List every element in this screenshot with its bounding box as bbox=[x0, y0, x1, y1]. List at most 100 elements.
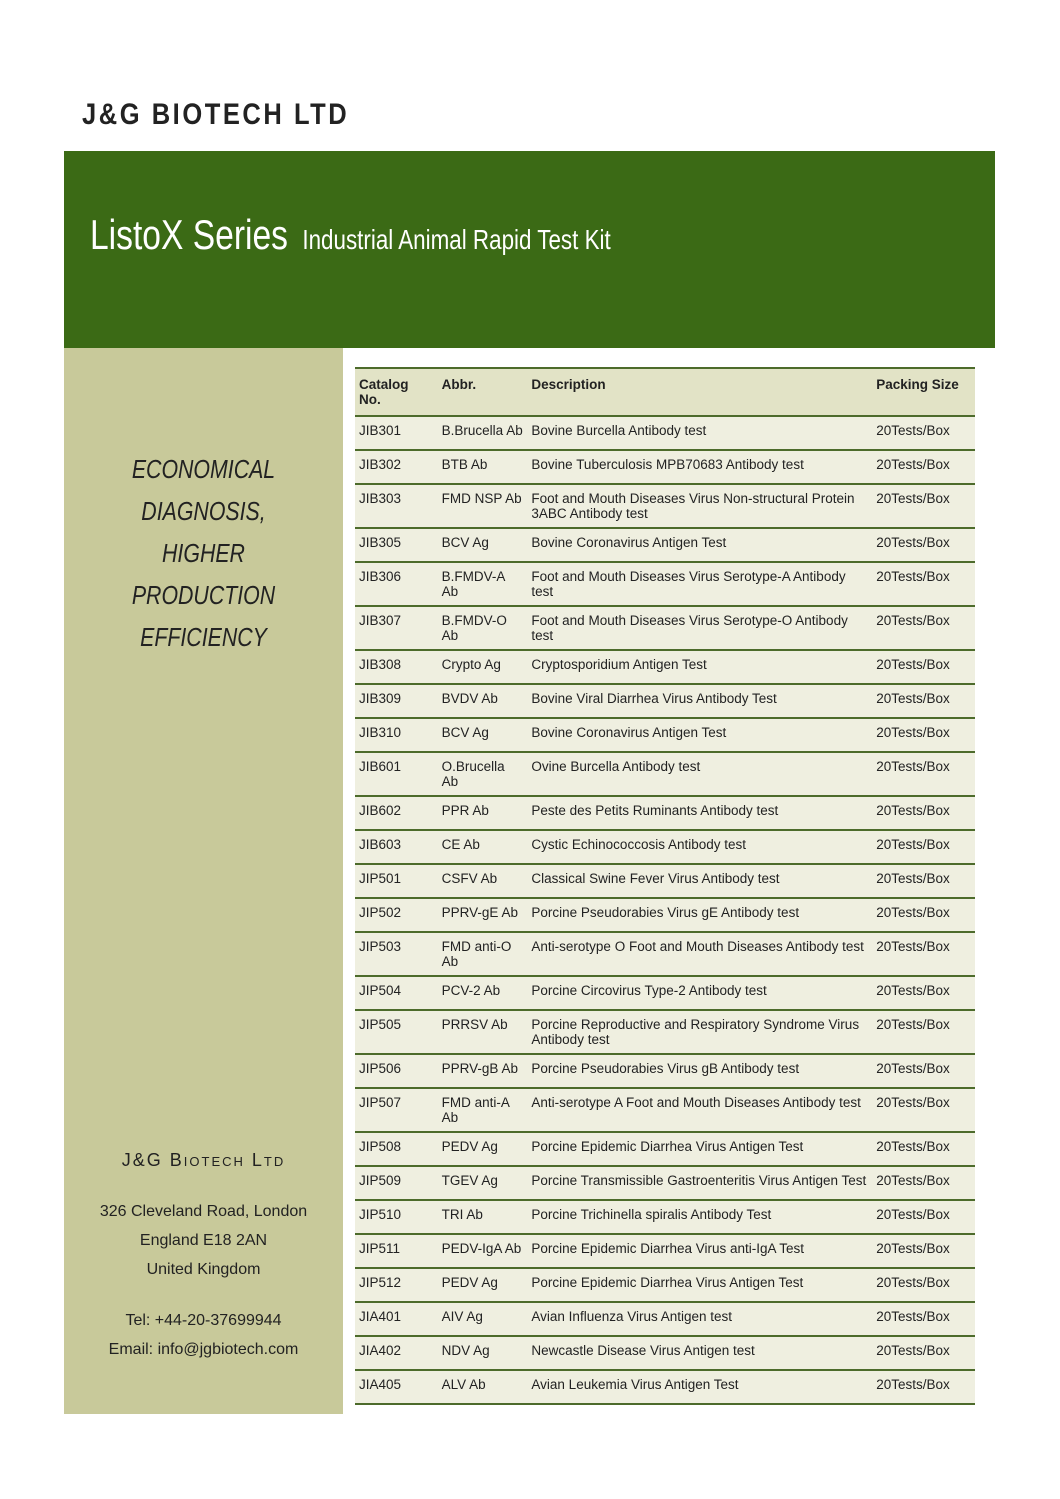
table-cell: Porcine Epidemic Diarrhea Virus Antigen … bbox=[527, 1267, 873, 1303]
table-cell: Bovine Viral Diarrhea Virus Antibody Tes… bbox=[527, 683, 873, 719]
table-cell: Cystic Echinococcosis Antibody test bbox=[527, 829, 873, 865]
table-cell: PRRSV Ab bbox=[437, 1009, 528, 1055]
table-cell: JIB601 bbox=[355, 751, 438, 797]
table-row: JIB601 O.Brucella Ab Ovine Burcella Antibo… bbox=[355, 751, 975, 797]
table-cell: JIB307 bbox=[355, 605, 438, 651]
table-row: JIB306 B.FMDV-A Ab Foot and Mouth Diseases… bbox=[355, 561, 975, 607]
table-cell: JIB603 bbox=[355, 829, 438, 865]
table-cell: 20Tests/Box bbox=[872, 1301, 975, 1337]
table-cell: 20Tests/Box bbox=[872, 1335, 975, 1371]
column-header: Packing Size bbox=[872, 367, 975, 417]
table-cell: CSFV Ab bbox=[437, 863, 528, 899]
table-cell: 20Tests/Box bbox=[872, 649, 975, 685]
table-cell: Peste des Petits Ruminants Antibody test bbox=[527, 795, 873, 831]
table-cell: 20Tests/Box bbox=[872, 449, 975, 485]
table-cell: JIP506 bbox=[355, 1053, 438, 1089]
table-cell: Anti-serotype O Foot and Mouth Diseases … bbox=[527, 931, 873, 977]
table-cell: Porcine Pseudorabies Virus gB Antibody t… bbox=[527, 1053, 873, 1089]
table-cell: CE Ab bbox=[437, 829, 528, 865]
table-cell: 20Tests/Box bbox=[872, 1233, 975, 1269]
table-cell: NDV Ag bbox=[437, 1335, 528, 1371]
table-cell: Bovine Coronavirus Antigen Test bbox=[527, 717, 873, 753]
table-cell: 20Tests/Box bbox=[872, 415, 975, 451]
table-cell: Porcine Trichinella spiralis Antibody Te… bbox=[527, 1199, 873, 1235]
slogan-line: EFFICIENCY bbox=[140, 622, 267, 652]
table-cell: Porcine Transmissible Gastroenteritis Vi… bbox=[527, 1165, 873, 1201]
table-cell: BCV Ag bbox=[437, 717, 528, 753]
table-cell: JIB309 bbox=[355, 683, 438, 719]
table-cell: Avian Leukemia Virus Antigen Test bbox=[527, 1369, 873, 1405]
table-row: JIB301 B.Brucella Ab Bovine Burcella Antib… bbox=[355, 415, 975, 451]
table-cell: Foot and Mouth Diseases Virus Serotype-O… bbox=[527, 605, 873, 651]
table-cell: 20Tests/Box bbox=[872, 751, 975, 797]
table-cell: Avian Influenza Virus Antigen test bbox=[527, 1301, 873, 1337]
table-cell: Newcastle Disease Virus Antigen test bbox=[527, 1335, 873, 1371]
address-line: 326 Cleveland Road, London bbox=[99, 1203, 308, 1220]
table-cell: TRI Ab bbox=[437, 1199, 528, 1235]
table-cell: 20Tests/Box bbox=[872, 683, 975, 719]
table-cell: B.FMDV-O Ab bbox=[437, 605, 528, 651]
table-cell: JIP509 bbox=[355, 1165, 438, 1201]
table-cell: AIV Ag bbox=[437, 1301, 528, 1337]
table-cell: JIP503 bbox=[355, 931, 438, 977]
table-cell: 20Tests/Box bbox=[872, 795, 975, 831]
header-row: Catalog No. Abbr. Description Packing Size bbox=[355, 367, 975, 417]
table-cell: JIB308 bbox=[355, 649, 438, 685]
table-row: JIP505 PRRSV Ab Porcine Reproductive and R… bbox=[355, 1009, 975, 1055]
table-cell: 20Tests/Box bbox=[872, 975, 975, 1011]
table-cell: PPRV-gB Ab bbox=[437, 1053, 528, 1089]
table-cell: JIB305 bbox=[355, 527, 438, 563]
table-cell: 20Tests/Box bbox=[872, 1131, 975, 1167]
table-cell: JIB306 bbox=[355, 561, 438, 607]
table-row: JIP507 FMD anti-A Ab Anti-serotype A Foot … bbox=[355, 1087, 975, 1133]
table-cell: Bovine Coronavirus Antigen Test bbox=[527, 527, 873, 563]
table-cell: Porcine Epidemic Diarrhea Virus anti-IgA… bbox=[527, 1233, 873, 1269]
table-cell: Porcine Circovirus Type-2 Antibody test bbox=[527, 975, 873, 1011]
sidebar: ECONOMICAL DIAGNOSIS, HIGHER PRODUCTION … bbox=[64, 348, 343, 1414]
table-cell: 20Tests/Box bbox=[872, 1165, 975, 1201]
table-cell: PEDV-IgA Ab bbox=[437, 1233, 528, 1269]
table-row: JIP504 PCV-2 Ab Porcine Circovirus Type-2 … bbox=[355, 975, 975, 1011]
table-cell: 20Tests/Box bbox=[872, 931, 975, 977]
table-cell: JIA405 bbox=[355, 1369, 438, 1405]
slogan: ECONOMICAL DIAGNOSIS, HIGHER PRODUCTION … bbox=[89, 448, 318, 658]
table-cell: O.Brucella Ab bbox=[437, 751, 528, 797]
table-cell: JIB602 bbox=[355, 795, 438, 831]
table-row: JIA402 NDV Ag Newcastle Disease Virus Anti… bbox=[355, 1335, 975, 1371]
table-row: JIP501 CSFV Ab Classical Swine Fever Virus… bbox=[355, 863, 975, 899]
table-row: JIA405 ALV Ab Avian Leukemia Virus Antigen… bbox=[355, 1369, 975, 1405]
table-cell: JIP504 bbox=[355, 975, 438, 1011]
column-header: Description bbox=[527, 367, 873, 417]
table-row: JIB305 BCV Ag Bovine Coronavirus Antigen T… bbox=[355, 527, 975, 563]
table-cell: JIB310 bbox=[355, 717, 438, 753]
table-cell: 20Tests/Box bbox=[872, 1053, 975, 1089]
table-cell: B.FMDV-A Ab bbox=[437, 561, 528, 607]
email: Email: info@jgbiotech.com bbox=[108, 1341, 299, 1358]
table-cell: Cryptosporidium Antigen Test bbox=[527, 649, 873, 685]
table-row: JIP509 TGEV Ag Porcine Transmissible Gastr… bbox=[355, 1165, 975, 1201]
table-row: JIA401 AIV Ag Avian Influenza Virus Antige… bbox=[355, 1301, 975, 1337]
table-row: JIP510 TRI Ab Porcine Trichinella spiralis… bbox=[355, 1199, 975, 1235]
table-cell: PPR Ab bbox=[437, 795, 528, 831]
table-row: JIP502 PPRV-gE Ab Porcine Pseudorabies Vir… bbox=[355, 897, 975, 933]
table-cell: FMD anti-A Ab bbox=[437, 1087, 528, 1133]
table-cell: Anti-serotype A Foot and Mouth Diseases … bbox=[527, 1087, 873, 1133]
table-row: JIB603 CE Ab Cystic Echinococcosis Antibod… bbox=[355, 829, 975, 865]
table-cell: PEDV Ag bbox=[437, 1267, 528, 1303]
table-cell: JIP508 bbox=[355, 1131, 438, 1167]
table-cell: BVDV Ab bbox=[437, 683, 528, 719]
table-cell: Classical Swine Fever Virus Antibody tes… bbox=[527, 863, 873, 899]
table-cell: ALV Ab bbox=[437, 1369, 528, 1405]
column-header: Catalog No. bbox=[355, 367, 438, 417]
table-cell: JIA401 bbox=[355, 1301, 438, 1337]
table-cell: BCV Ag bbox=[437, 527, 528, 563]
table-cell: FMD NSP Ab bbox=[437, 483, 528, 529]
table-row: JIB308 Crypto Ag Cryptosporidium Antigen T… bbox=[355, 649, 975, 685]
address-line: United Kingdom bbox=[146, 1261, 261, 1278]
table-cell: JIB302 bbox=[355, 449, 438, 485]
series-title: ListoX Series bbox=[90, 211, 288, 258]
contact: J&G Biotech Ltd 326 Cleveland Road, Lond… bbox=[64, 1146, 343, 1364]
table-row: JIP508 PEDV Ag Porcine Epidemic Diarrhea V… bbox=[355, 1131, 975, 1167]
table-cell: FMD anti-O Ab bbox=[437, 931, 528, 977]
